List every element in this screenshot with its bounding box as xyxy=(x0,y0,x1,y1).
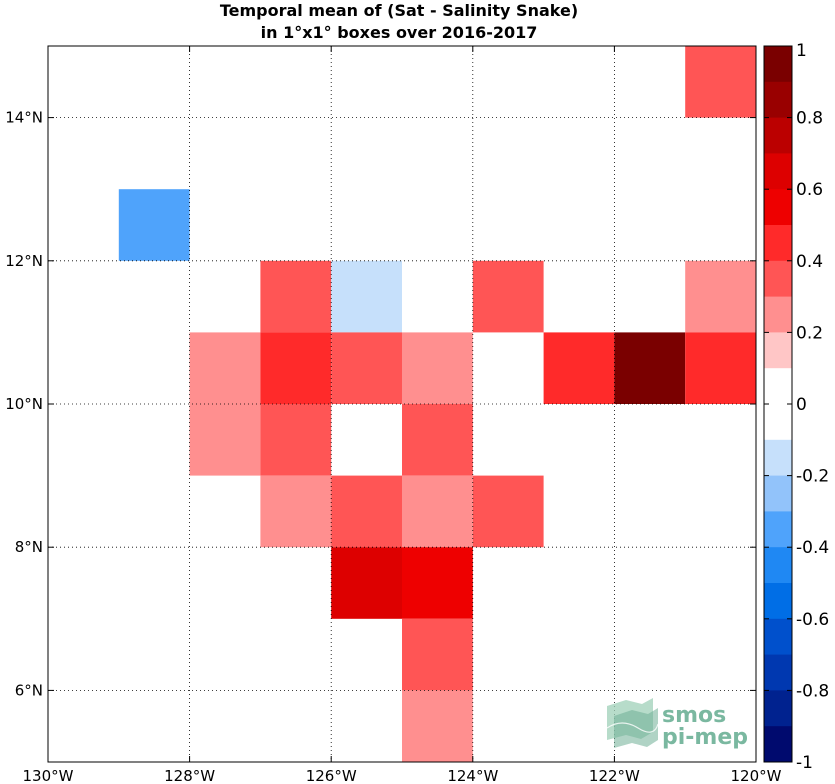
colorbar-segment xyxy=(764,81,792,119)
colorbar-tick-label: 0.2 xyxy=(796,323,823,343)
heatmap-cell xyxy=(118,404,190,476)
colorbar-segment xyxy=(764,225,792,262)
smos-pimep-logo: smos pi-mep xyxy=(606,698,748,750)
colorbar-tick-label: 0.6 xyxy=(796,180,823,200)
colorbar-segment xyxy=(764,368,792,405)
heatmap-cell xyxy=(685,46,756,118)
colorbar-tick-label: -1 xyxy=(796,753,813,773)
colorbar-segment xyxy=(764,153,792,190)
x-tick-label: 128°W xyxy=(164,767,215,784)
y-tick-label: 6°N xyxy=(15,681,43,699)
colorbar-segment xyxy=(764,583,792,620)
heatmap-cell xyxy=(331,547,402,619)
colorbar-segment xyxy=(764,189,792,226)
heatmap-cell xyxy=(543,332,615,404)
colorbar-segment xyxy=(764,332,792,369)
heatmap-cell xyxy=(260,332,332,404)
heatmap-cell xyxy=(402,547,473,619)
title-line-1: Temporal mean of (Sat - Salinity Snake) xyxy=(220,1,578,20)
heatmap-cell xyxy=(331,260,402,333)
title-line-2: in 1°x1° boxes over 2016-2017 xyxy=(261,23,538,42)
heatmap-cell xyxy=(402,404,473,476)
heatmap-cell xyxy=(472,260,544,333)
colorbar-tick-label: 0 xyxy=(796,395,807,415)
colorbar-segment xyxy=(764,618,792,656)
grid-lines xyxy=(48,46,756,762)
heatmap-cell xyxy=(402,475,473,548)
heatmap-cell xyxy=(331,332,402,404)
heatmap-cell xyxy=(472,475,544,548)
colorbar-segment xyxy=(764,547,792,584)
heatmap-cell xyxy=(685,332,756,404)
heatmap-cell xyxy=(685,260,756,333)
heatmap-cell xyxy=(118,332,190,404)
colorbar-segment xyxy=(764,439,792,477)
x-tick-label: 130°W xyxy=(23,767,74,784)
colorbar-segment xyxy=(764,690,792,727)
colorbar-tick-label: -0.2 xyxy=(796,467,829,487)
heatmap-cell xyxy=(189,404,261,476)
heatmap-cell xyxy=(189,332,261,404)
chart-title: Temporal mean of (Sat - Salinity Snake) … xyxy=(220,1,578,42)
heatmap-cell xyxy=(331,475,402,548)
heatmap-cell xyxy=(260,475,332,548)
colorbar-tick-label: 1 xyxy=(796,41,807,61)
axis-ticks: 130°W 128°W 126°W 124°W 122°W 120°W 6°N 8°N 10°N… xyxy=(5,46,782,784)
logo-mark-icon xyxy=(606,698,659,748)
y-tick-label: 10°N xyxy=(5,395,43,413)
y-tick-label: 14°N xyxy=(5,109,43,127)
colorbar-tick-label: 0.8 xyxy=(796,109,823,129)
colorbar-segment xyxy=(764,511,792,548)
colorbar-segment xyxy=(764,296,792,333)
heatmap-cells xyxy=(118,46,756,762)
heatmap-cell xyxy=(402,618,473,691)
heatmap-cell xyxy=(118,189,190,261)
heatmap-cell xyxy=(260,260,332,333)
x-tick-label: 122°W xyxy=(589,767,640,784)
colorbar-segment xyxy=(764,117,792,154)
colorbar-tick-label: -0.4 xyxy=(796,538,829,558)
colorbar-tick-label: -0.8 xyxy=(796,681,829,701)
x-tick-label: 120°W xyxy=(731,767,782,784)
colorbar-segment xyxy=(764,404,792,441)
y-tick-label: 12°N xyxy=(5,252,43,270)
x-tick-label: 126°W xyxy=(306,767,357,784)
heatmap-cell xyxy=(402,690,473,762)
heatmap-cell xyxy=(260,404,332,476)
colorbar-segment xyxy=(764,726,792,763)
heatmap-cell xyxy=(614,332,686,404)
colorbar: 1 0.8 0.6 0.4 0.2 0 -0.2 -0.4 -0.6 -0.8 -1 xyxy=(763,41,829,773)
colorbar-segment xyxy=(764,260,792,298)
colorbar-segment xyxy=(764,654,792,691)
x-tick-label: 124°W xyxy=(447,767,498,784)
colorbar-segment xyxy=(764,46,792,83)
colorbar-tick-label: -0.6 xyxy=(796,610,829,630)
logo-text-smos: smos xyxy=(662,703,726,728)
colorbar-tick-label: 0.4 xyxy=(796,252,823,272)
logo-text-pimep: pi-mep xyxy=(662,725,748,750)
colorbar-segment xyxy=(764,475,792,512)
y-tick-label: 8°N xyxy=(15,538,43,556)
heatmap-cell xyxy=(402,332,473,404)
